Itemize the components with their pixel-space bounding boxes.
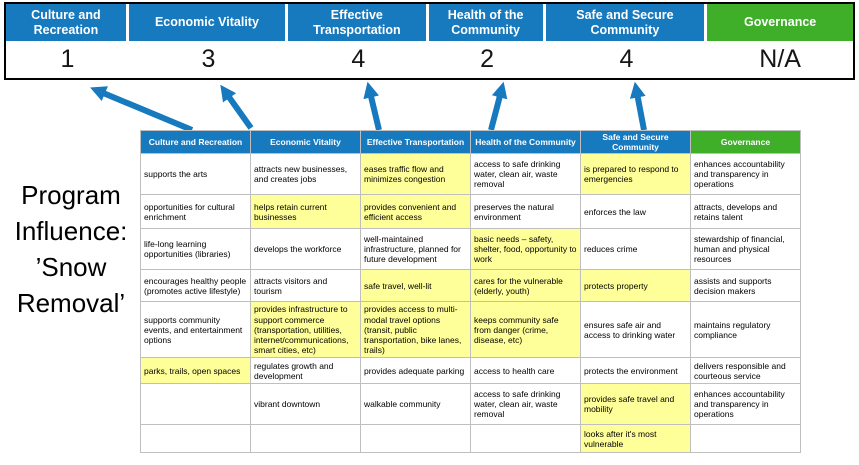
table-row: parks, trails, open spaces regulates grow…: [140, 357, 801, 385]
arrow-icon: [488, 81, 508, 131]
table-cell: walkable community: [360, 383, 471, 426]
table-cell: protects property: [580, 269, 691, 303]
table-cell: provides convenient and efficient access: [360, 194, 471, 230]
arrow-icon: [363, 81, 382, 131]
banner-header-economic-vitality: Economic Vitality: [128, 4, 289, 41]
influence-table: Culture and Recreation Economic Vitality E…: [140, 129, 801, 454]
table-cell: provides adequate parking: [360, 357, 471, 385]
table-cell: opportunities for cultural enrichment: [140, 194, 251, 230]
table-cell: attracts new businesses, and creates job…: [250, 153, 361, 196]
table-header-row: Culture and Recreation Economic Vitality E…: [140, 129, 801, 155]
table-cell: supports community events, and entertain…: [140, 301, 251, 359]
table-cell: stewardship of financial, human and phys…: [690, 228, 801, 271]
table-row: opportunities for cultural enrichment hel…: [140, 194, 801, 230]
page-title: Program Influence: ’Snow Removal’: [14, 180, 128, 318]
table-row: supports community events, and entertain…: [140, 301, 801, 359]
table-header: Safe and Secure Community: [580, 129, 691, 155]
table-cell: provides access to multi-modal travel op…: [360, 301, 471, 359]
table-cell: [140, 383, 251, 426]
table-cell: [360, 424, 471, 454]
banner-score-economic-vitality: 3: [201, 45, 216, 73]
banner-header-governance: Governance: [707, 4, 853, 41]
table-cell: eases traffic flow and minimizes congest…: [360, 153, 471, 196]
arrow-icon: [90, 86, 194, 132]
table-cell: basic needs – safety, shelter, food, opp…: [470, 228, 581, 271]
table-cell: protects the environment: [580, 357, 691, 385]
table-header: Culture and Recreation: [140, 129, 251, 155]
table-cell: life-long learning opportunities (librar…: [140, 228, 251, 271]
table-cell: access to safe drinking water, clean air…: [470, 153, 581, 196]
table-cell: assists and supports decision makers: [690, 269, 801, 303]
table-cell: cares for the vulnerable (elderly, youth…: [470, 269, 581, 303]
table-cell: develops the workforce: [250, 228, 361, 271]
banner-header-row: Culture and Recreation Economic Vitality…: [6, 4, 853, 41]
table-row: supports the arts attracts new businesses…: [140, 153, 801, 196]
banner-header-safe-and-secure-community: Safe and Secure Community: [545, 4, 708, 41]
banner-score-governance: N/A: [759, 45, 801, 73]
banner-header-culture-and-recreation: Culture and Recreation: [6, 4, 129, 41]
table-row: encourages healthy people (promotes acti…: [140, 269, 801, 303]
table-header: Effective Transportation: [360, 129, 471, 155]
banner-score-culture-and-recreation: 1: [60, 45, 75, 73]
table-cell: attracts, develops and retains talent: [690, 194, 801, 230]
table-cell: maintains regulatory compliance: [690, 301, 801, 359]
table-cell: access to health care: [470, 357, 581, 385]
table-cell: ensures safe air and access to drinking …: [580, 301, 691, 359]
arrow-icon: [220, 84, 254, 130]
table-cell: supports the arts: [140, 153, 251, 196]
table-cell: parks, trails, open spaces: [140, 357, 251, 385]
score-arrows: [90, 81, 647, 132]
table-cell: [140, 424, 251, 454]
table-cell: enhances accountability and transparency…: [690, 153, 801, 196]
table-row: vibrant downtown walkable community access…: [140, 383, 801, 426]
table-cell: [470, 424, 581, 454]
table-cell: regulates growth and development: [250, 357, 361, 385]
banner-header-health-of-the-community: Health of the Community: [428, 4, 546, 41]
table-cell: enforces the law: [580, 194, 691, 230]
table-header: Health of the Community: [470, 129, 581, 155]
banner-score-effective-transportation: 4: [351, 45, 366, 73]
table-cell: keeps community safe from danger (crime,…: [470, 301, 581, 359]
arrow-icon: [629, 81, 647, 131]
table-cell: provides infrastructure to support comme…: [250, 301, 361, 359]
table-cell: enhances accountability and transparency…: [690, 383, 801, 426]
table-cell: [690, 424, 801, 454]
table-header: Economic Vitality: [250, 129, 361, 155]
table-cell: safe travel, well-lit: [360, 269, 471, 303]
table-cell: well-maintained infrastructure, planned …: [360, 228, 471, 271]
table-cell: is prepared to respond to emergencies: [580, 153, 691, 196]
banner-score-row: 1 3 4 2 4 N/A: [6, 41, 853, 78]
table-row: life-long learning opportunities (librar…: [140, 228, 801, 271]
banner-score-safe-and-secure-community: 4: [619, 45, 634, 73]
table-cell: looks after it's most vulnerable: [580, 424, 691, 454]
table-cell: preserves the natural environment: [470, 194, 581, 230]
table-header: Governance: [690, 129, 801, 155]
table-cell: provides safe travel and mobility: [580, 383, 691, 426]
scorecard-banner: Culture and Recreation Economic Vitality…: [4, 2, 855, 80]
table-row: looks after it's most vulnerable: [140, 424, 801, 454]
banner-score-health-of-the-community: 2: [480, 45, 495, 73]
table-cell: attracts visitors and tourism: [250, 269, 361, 303]
banner-header-effective-transportation: Effective Transportation: [288, 4, 429, 41]
table-cell: reduces crime: [580, 228, 691, 271]
table-cell: delivers responsible and courteous servi…: [690, 357, 801, 385]
table-cell: access to safe drinking water, clean air…: [470, 383, 581, 426]
table-cell: helps retain current businesses: [250, 194, 361, 230]
table-cell: encourages healthy people (promotes acti…: [140, 269, 251, 303]
table-cell: vibrant downtown: [250, 383, 361, 426]
table-cell: [250, 424, 361, 454]
